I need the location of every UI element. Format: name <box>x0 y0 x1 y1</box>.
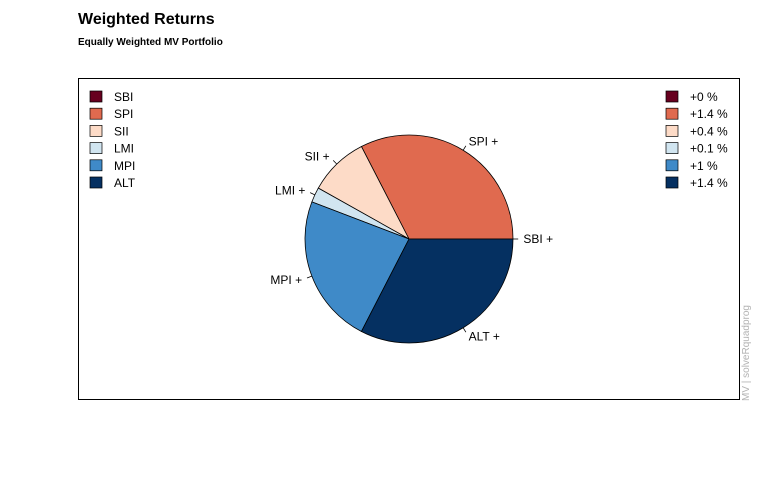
pie-slice-spi <box>360 134 514 240</box>
pie-label-spi: SPI + <box>469 134 499 148</box>
legend-label-spi: SPI <box>114 107 133 121</box>
chart-subtitle: Equally Weighted MV Portfolio <box>78 37 223 48</box>
legend-label-sbi: SBI <box>114 90 133 104</box>
pie-label-mpi: MPI + <box>270 273 302 287</box>
legend-value-spi: +1.4 % <box>690 107 728 121</box>
plot-frame <box>78 78 740 400</box>
pie-label-sii: SII + <box>305 150 330 164</box>
pie-label-tick-lmi <box>309 192 316 196</box>
pie-slice-mpi <box>304 201 410 333</box>
legend-value-lmi: +0.1 % <box>690 142 728 156</box>
legend-right-swatch-lmi <box>665 142 679 154</box>
legend-swatch-sii <box>89 125 103 137</box>
legend-right-swatch-sii <box>665 125 679 137</box>
pie-label-tick-sii <box>332 160 338 165</box>
pie-label-sbi: SBI + <box>523 232 553 246</box>
legend-value-sii: +0.4 % <box>690 124 728 138</box>
legend-value-sbi: +0 % <box>690 90 718 104</box>
pie-label-tick-spi <box>462 145 467 151</box>
legend-swatch-sbi <box>89 90 103 103</box>
pie-label-lmi: LMI + <box>275 183 305 197</box>
legend-label-sii: SII <box>114 124 129 138</box>
legend-right-swatch-sbi <box>665 90 679 103</box>
chart-title: Weighted Returns <box>78 11 215 28</box>
legend-label-lmi: LMI <box>114 142 134 156</box>
legend-swatch-alt <box>89 176 103 189</box>
legend-right-swatch-mpi <box>665 159 679 172</box>
legend-value-alt: +1.4 % <box>690 176 728 190</box>
legend-right-swatch-spi <box>665 107 679 120</box>
legend-value-mpi: +1 % <box>690 159 718 173</box>
pie-label-tick-alt <box>462 327 467 333</box>
legend-swatch-lmi <box>89 142 103 154</box>
legend-label-alt: ALT <box>114 176 136 190</box>
pie-label-alt: ALT + <box>469 330 500 344</box>
pie-label-tick-mpi <box>306 275 313 279</box>
legend-swatch-mpi <box>89 159 103 172</box>
side-note: MV | solveRquadprog <box>741 305 752 401</box>
legend-right-swatch-alt <box>665 176 679 189</box>
legend-label-mpi: MPI <box>114 159 135 173</box>
pie-slice-alt <box>360 238 514 344</box>
legend-swatch-spi <box>89 107 103 120</box>
